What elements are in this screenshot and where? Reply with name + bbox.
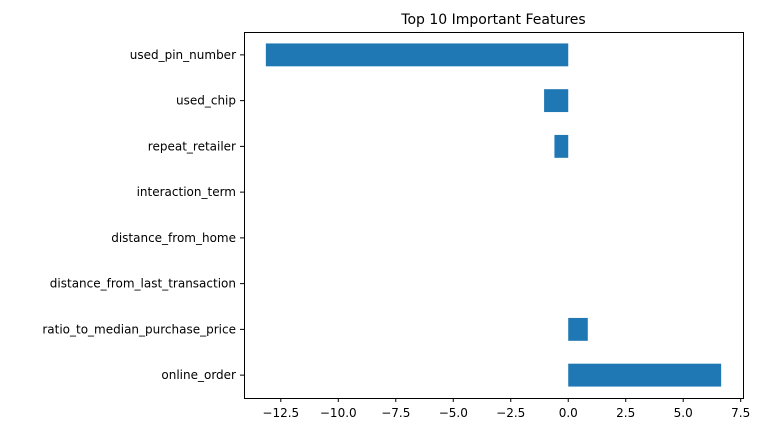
bar-used_pin_number xyxy=(265,43,569,67)
y-tick-label: used_chip xyxy=(176,94,236,108)
x-axis: −12.5 −10.0 −7.5 −5.0 −2.5 0.0 2.5 5.0 7.5 xyxy=(262,398,750,420)
plot-frame xyxy=(244,32,744,399)
x-tick-label: 7.5 xyxy=(731,406,750,420)
y-tick-label: interaction_term xyxy=(137,185,236,199)
y-tick-label: online_order xyxy=(161,368,236,382)
x-tick-label: −2.5 xyxy=(496,406,525,420)
y-tick-label: ratio_to_median_purchase_price xyxy=(42,322,236,336)
bar-used_chip xyxy=(544,89,569,113)
y-tick-label: distance_from_last_transaction xyxy=(50,277,236,291)
chart-title: Top 10 Important Features xyxy=(400,12,585,28)
bar-repeat_retailer xyxy=(554,134,569,158)
y-axis: online_order ratio_to_median_purchase_pri… xyxy=(42,48,244,382)
x-tick-label: −12.5 xyxy=(262,406,299,420)
bar-online_order xyxy=(568,363,722,387)
x-tick-label: −5.0 xyxy=(439,406,468,420)
x-tick-label: 2.5 xyxy=(616,406,635,420)
bars-layer xyxy=(265,43,722,387)
x-tick-label: −7.5 xyxy=(381,406,410,420)
x-tick-label: 5.0 xyxy=(674,406,693,420)
bar-ratio_to_median_purchase_price xyxy=(568,317,588,341)
x-tick-label: 0.0 xyxy=(559,406,578,420)
x-tick-label: −10.0 xyxy=(320,406,357,420)
y-tick-label: repeat_retailer xyxy=(148,139,236,153)
y-tick-label: used_pin_number xyxy=(130,48,236,62)
y-tick-label: distance_from_home xyxy=(111,231,236,245)
